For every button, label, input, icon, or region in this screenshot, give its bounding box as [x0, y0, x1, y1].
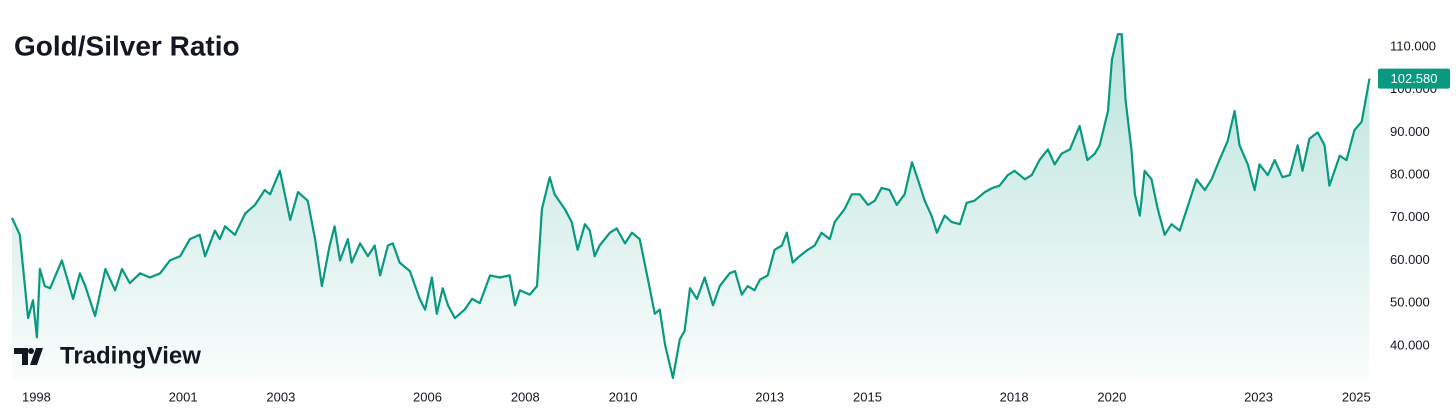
line [11, 33, 1371, 379]
y-tick-label: 50.000 [1390, 295, 1430, 310]
x-tick-label: 2018 [1000, 389, 1029, 404]
y-tick-label: 90.000 [1390, 124, 1430, 139]
y-tick-label: 110.000 [1390, 38, 1436, 53]
x-tick-label: 1998 [22, 389, 51, 404]
watermark: TradingView [60, 342, 201, 369]
logo [14, 348, 43, 365]
last-value-label: 102.580 [1391, 71, 1438, 86]
y-tick-label: 60.000 [1390, 252, 1430, 267]
x-tick-label: 2020 [1097, 389, 1126, 404]
y-tick-label: 40.000 [1390, 337, 1430, 352]
x-tick-label: 2015 [853, 389, 882, 404]
y-tick-label: 70.000 [1390, 209, 1430, 224]
chart-title: Gold/Silver Ratio [14, 30, 240, 61]
x-tick-label: 2023 [1244, 389, 1273, 404]
logo-icon [14, 348, 43, 365]
last-value-box [1378, 68, 1450, 89]
x-tick-label: 2025 [1342, 389, 1371, 404]
x-tick-label: 2008 [511, 389, 540, 404]
x-tick-label: 2013 [755, 389, 784, 404]
y-tick-label: 80.000 [1390, 166, 1430, 181]
plot-area [11, 33, 1371, 380]
x-tick-label: 2006 [413, 389, 442, 404]
area-fill [12, 34, 1370, 380]
x-tick-label: 2010 [609, 389, 638, 404]
logo-dot [28, 348, 34, 354]
x-tick-label: 2001 [169, 389, 198, 404]
x-tick-label: 2003 [266, 389, 295, 404]
